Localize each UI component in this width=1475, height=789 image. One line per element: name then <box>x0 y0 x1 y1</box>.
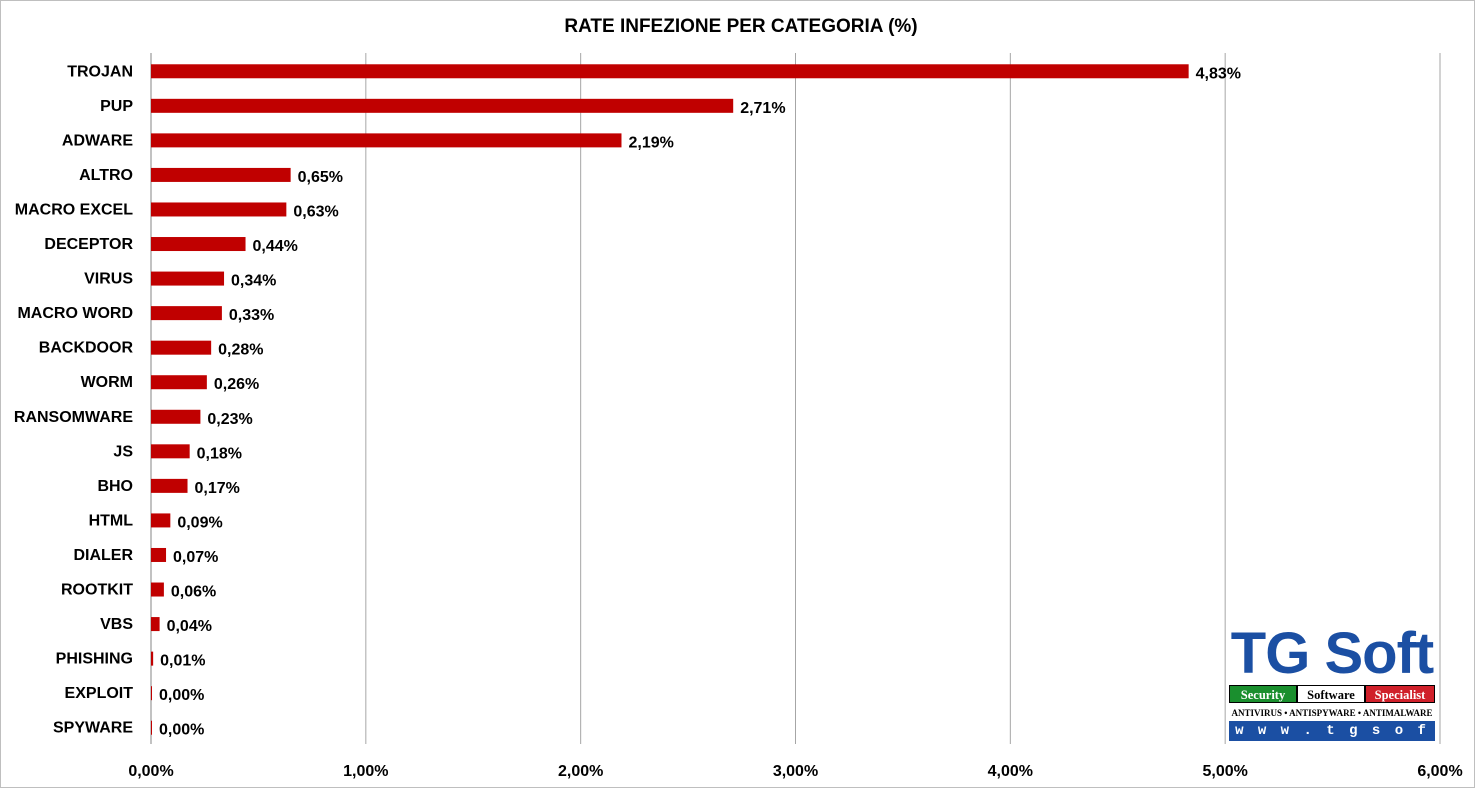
value-label: 0,33% <box>229 307 274 324</box>
x-tick-label: 3,00% <box>773 763 818 780</box>
value-label: 0,00% <box>159 687 204 704</box>
category-label: JS <box>113 443 133 460</box>
bar <box>151 617 160 632</box>
x-tick-label: 6,00% <box>1417 763 1462 780</box>
category-label: DIALER <box>73 547 133 564</box>
value-label: 0,28% <box>218 342 263 359</box>
value-label: 0,04% <box>167 618 212 635</box>
bar <box>151 478 188 493</box>
category-label: WORM <box>81 374 133 391</box>
value-label: 4,83% <box>1196 65 1241 82</box>
x-tick-labels: 0,00% 1,00% 2,00% 3,00% 4,00% 5,00% 6,00% <box>128 763 1462 780</box>
value-label: 0,63% <box>293 203 338 220</box>
value-label: 0,44% <box>253 238 298 255</box>
bar <box>151 444 190 459</box>
category-label: VIRUS <box>84 271 133 288</box>
category-label: PHISHING <box>56 651 133 668</box>
x-tick-label: 4,00% <box>988 763 1033 780</box>
value-labels: 4,83% 2,71% 2,19% 0,65% 0,63% 0,44% 0,34% 0,33%… <box>159 65 1241 738</box>
value-label: 0,34% <box>231 273 276 290</box>
value-label: 0,18% <box>197 445 242 462</box>
value-label: 0,65% <box>298 169 343 186</box>
tgsoft-logo: TG Soft Security Software Specialist ANT… <box>1227 621 1437 759</box>
category-label: DECEPTOR <box>44 236 133 253</box>
bar <box>151 582 164 597</box>
bar <box>151 409 201 424</box>
bar <box>151 237 246 252</box>
x-tick-label: 0,00% <box>128 763 173 780</box>
logo-strip: Security Software Specialist <box>1229 685 1435 703</box>
bar <box>151 167 291 182</box>
bar <box>151 64 1189 79</box>
category-label: EXPLOIT <box>65 685 134 702</box>
bar <box>151 513 171 528</box>
category-label: BHO <box>97 478 133 495</box>
logo-url: w w w . t g s o f t . i t <box>1229 721 1435 759</box>
x-tick-label: 5,00% <box>1202 763 1247 780</box>
value-label: 0,00% <box>159 722 204 739</box>
bar <box>151 271 225 286</box>
logo-strip-software: Software <box>1297 685 1365 703</box>
x-tick-label: 2,00% <box>558 763 603 780</box>
category-label: MACRO EXCEL <box>15 201 133 218</box>
category-label: RANSOMWARE <box>14 409 133 426</box>
chart-title: RATE INFEZIONE PER CATEGORIA (%) <box>564 16 917 37</box>
x-tick-label: 1,00% <box>343 763 388 780</box>
logo-tagline: ANTIVIRUS • ANTISPYWARE • ANTIMALWARE <box>1231 708 1433 718</box>
value-label: 2,71% <box>740 100 785 117</box>
value-label: 0,01% <box>160 653 205 670</box>
value-label: 0,07% <box>173 549 218 566</box>
value-label: 0,26% <box>214 376 259 393</box>
bar <box>151 306 222 321</box>
bar <box>151 133 622 148</box>
logo-strip-security: Security <box>1229 685 1297 703</box>
category-label: HTML <box>89 512 134 529</box>
bar <box>151 375 207 390</box>
bars <box>151 64 1189 735</box>
value-label: 0,17% <box>195 480 240 497</box>
category-label: MACRO WORD <box>17 305 133 322</box>
logo-wordmark: TG Soft <box>1230 621 1434 686</box>
category-label: ADWARE <box>62 132 133 149</box>
category-label: VBS <box>100 616 133 633</box>
category-label: ALTRO <box>79 167 133 184</box>
bar <box>151 98 734 113</box>
bar <box>151 547 167 562</box>
category-label: BACKDOOR <box>39 340 134 357</box>
category-label: TROJAN <box>67 63 133 80</box>
value-label: 2,19% <box>628 134 673 151</box>
category-label: ROOTKIT <box>61 582 133 599</box>
bar <box>151 340 212 355</box>
value-label: 0,06% <box>171 584 216 601</box>
value-label: 0,09% <box>177 514 222 531</box>
category-labels: TROJAN PUP ADWARE ALTRO MACRO EXCEL DECEPTOR V… <box>14 63 134 736</box>
category-label: SPYWARE <box>53 720 133 737</box>
value-label: 0,23% <box>207 411 252 428</box>
bar <box>151 651 154 666</box>
bar <box>151 202 287 217</box>
category-label: PUP <box>100 98 133 115</box>
bar <box>151 720 152 735</box>
bar <box>151 686 152 701</box>
logo-strip-specialist: Specialist <box>1365 685 1435 703</box>
